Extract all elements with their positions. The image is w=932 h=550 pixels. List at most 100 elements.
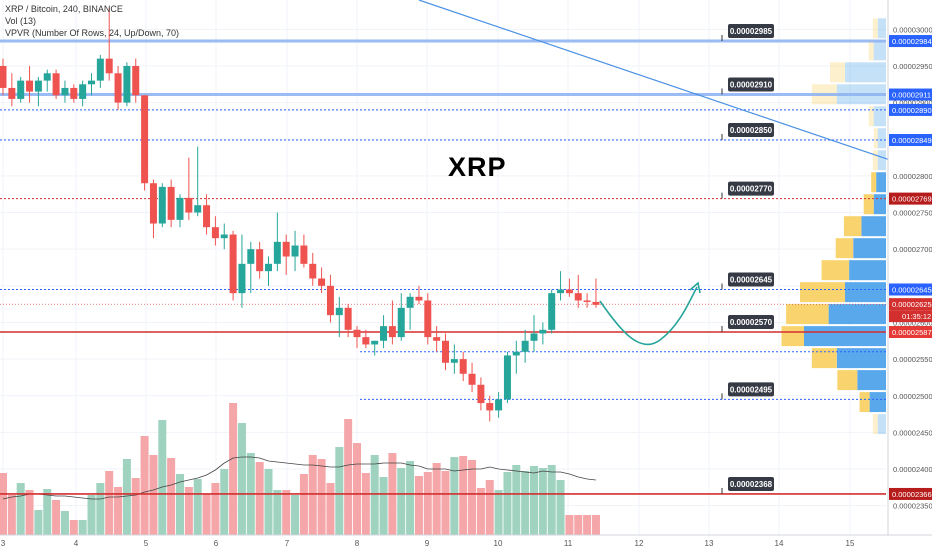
price-callouts[interactable]: 0.00002985 0.00002910 0.00002850 0.00002770…: [721, 24, 774, 494]
candle-body: [495, 399, 503, 411]
price-tick-label: 0.00002800: [893, 172, 932, 181]
candle: [291, 230, 299, 272]
candle-body: [96, 58, 104, 81]
candle-body: [450, 359, 458, 363]
drawings[interactable]: [418, 0, 932, 346]
candle-body: [344, 307, 352, 330]
price-marker-bg: [889, 283, 932, 296]
volume-bar: [0, 473, 7, 535]
volume-bar: [308, 455, 317, 535]
candle: [158, 183, 166, 228]
candle-body: [43, 73, 51, 81]
candle-body: [256, 249, 264, 272]
legend-vpvr[interactable]: VPVR (Number Of Rows, 24, Up/Down, 70): [5, 28, 180, 38]
candle: [211, 216, 219, 246]
candle-body: [0, 65, 7, 88]
volume-bar: [432, 463, 441, 535]
price-marker-bg: [889, 325, 932, 338]
candle: [238, 234, 246, 308]
level-callout[interactable]: 0.00002645: [721, 272, 774, 290]
legend-symbol-title[interactable]: XRP / Bitcoin, 240, BINANCE: [5, 4, 123, 14]
callout-label: 0.00002495: [730, 385, 773, 394]
vp-down-bar: [786, 304, 829, 325]
volume-bar: [547, 465, 556, 535]
volume-bar: [459, 456, 468, 535]
candle-body: [149, 183, 157, 224]
candle: [176, 194, 184, 228]
horizontal-levels[interactable]: [0, 39, 886, 495]
level-callout[interactable]: 0.00002850: [721, 122, 774, 140]
time-tick-label: 10: [494, 539, 503, 548]
volume-bar: [468, 460, 477, 535]
candle-body: [557, 289, 565, 294]
level-callout[interactable]: 0.00002368: [721, 476, 774, 494]
volume-bar: [291, 495, 300, 535]
callout-box: [728, 314, 774, 329]
candle: [79, 80, 87, 107]
chart-legend: XRP / Bitcoin, 240, BINANCE Vol (13) VPV…: [5, 3, 179, 39]
level-callout[interactable]: 0.00002910: [721, 77, 774, 95]
candle-body: [353, 329, 361, 338]
volume-bar: [255, 462, 264, 535]
volume-bar: [423, 472, 432, 535]
candle: [565, 278, 573, 297]
candle: [450, 344, 458, 374]
level-callout[interactable]: 0.00002570: [721, 314, 774, 332]
price-tick-label: 0.00002900: [893, 99, 932, 108]
candle-body: [52, 73, 60, 96]
candle-body: [123, 65, 131, 103]
price-marker-label: 0.00002849: [892, 136, 932, 145]
candle: [220, 223, 228, 250]
level-callout[interactable]: 0.00002770: [721, 181, 774, 199]
candle: [388, 300, 396, 345]
price-marker-bg: [889, 298, 932, 311]
volume-bar: [379, 477, 388, 535]
legend-volume[interactable]: Vol (13): [5, 16, 37, 26]
price-axis-marker: 0.00002645: [889, 283, 932, 296]
candle: [273, 212, 281, 272]
candle: [43, 69, 51, 92]
volume-bar: [583, 515, 592, 535]
vp-down-bar: [859, 392, 870, 413]
candle-body: [362, 337, 370, 345]
volume-bar: [326, 483, 335, 535]
candle: [141, 95, 149, 191]
callout-box: [728, 382, 774, 397]
volume-bar: [202, 494, 211, 535]
candle-body: [521, 340, 529, 352]
candle-body: [406, 296, 414, 308]
projection-arrowhead: [689, 281, 701, 294]
candle-body: [592, 301, 600, 305]
candle: [194, 146, 202, 217]
candle: [282, 234, 290, 275]
candle-body: [17, 80, 25, 99]
countdown-label: 01:35:12: [902, 312, 931, 321]
candle: [521, 329, 529, 363]
candle: [433, 326, 441, 352]
candle-body: [335, 307, 343, 316]
level-callout[interactable]: 0.00002495: [721, 382, 774, 400]
volume-profile: [781, 18, 886, 435]
price-marker-label: 0.00002984: [892, 37, 932, 46]
vp-down-bar: [821, 260, 850, 281]
level-callout[interactable]: 0.00002985: [721, 24, 774, 42]
volume-bar: [52, 500, 61, 535]
candle-body: [512, 351, 520, 356]
time-axis[interactable]: 3 4 5 6 7 8 9 10 11 12 13 14 15: [0, 534, 932, 550]
candle: [114, 65, 122, 110]
price-marker-bg: [889, 35, 932, 48]
candle-body: [158, 186, 166, 224]
candle: [583, 293, 591, 308]
volume-bar: [158, 420, 167, 535]
volume-bar: [184, 487, 193, 535]
volume-bar: [530, 466, 538, 535]
candle-body: [548, 293, 556, 330]
vp-down-bar: [873, 128, 878, 149]
candle: [512, 340, 520, 374]
candle: [424, 293, 432, 345]
candle: [61, 80, 69, 103]
price-axis[interactable]: 0.000030000.000029500.000029000.00002850…: [887, 0, 932, 535]
callout-label: 0.00002910: [730, 81, 773, 90]
candle-body: [61, 87, 69, 96]
